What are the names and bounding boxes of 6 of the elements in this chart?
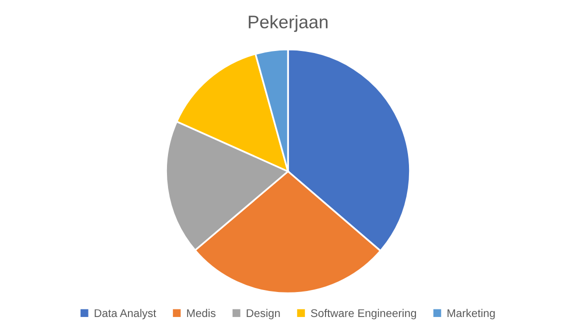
- legend-label: Marketing: [448, 308, 495, 320]
- legend-label: Medis: [187, 308, 216, 318]
- chart-title: Pekerjaan: [248, 15, 328, 32]
- legend-label: Design: [246, 308, 280, 320]
- legend-label: Data Analyst: [94, 308, 156, 320]
- legend-label: Software Engineering: [310, 308, 416, 320]
